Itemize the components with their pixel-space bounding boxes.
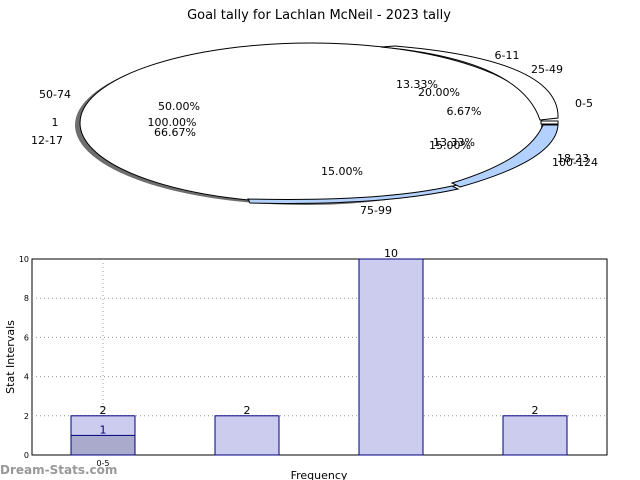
slice-label: 25-49 <box>531 63 563 76</box>
slice-label: 6-11 <box>495 49 520 62</box>
pie-chart <box>75 42 559 205</box>
x-tick-label: 0-5 <box>96 459 109 468</box>
pct-label: 6.67% <box>447 105 482 118</box>
pie-slice-0-5 <box>540 120 559 125</box>
bar <box>502 415 568 456</box>
bar-value-label: 1 <box>100 423 107 436</box>
pie-slice-75-99 <box>247 185 460 204</box>
y-tick-label: 10 <box>19 255 29 264</box>
y-tick-label: 4 <box>24 373 29 382</box>
pct-label: 66.67% <box>154 126 196 139</box>
pct-label: 13.33% <box>433 136 475 149</box>
slice-label: 12-17 <box>31 134 63 147</box>
pct-label: 15.00% <box>429 139 471 152</box>
y-tick-label: 0 <box>24 451 29 460</box>
pct-label: 20.00% <box>418 86 460 99</box>
slice-label: 18-23 <box>557 152 589 165</box>
bar-value-label: 10 <box>384 247 398 260</box>
bars-front: 1 <box>70 423 136 456</box>
grid <box>32 259 607 455</box>
x-axis-label: Frequency <box>291 469 348 480</box>
watermark: Dream-Stats.com <box>0 463 117 477</box>
bar-value-label: 2 <box>532 404 539 417</box>
bar <box>358 258 424 456</box>
slice-label: 100-124 <box>552 156 598 169</box>
slice-label: 50-74 <box>39 88 71 101</box>
bar-chart: 2 2 10 2 1 0 2 4 6 8 10 0-5 Frequency Stat Inter… <box>4 247 608 480</box>
bar <box>214 415 280 456</box>
pie-title: Goal tally for Lachlan McNeil - 2023 tal… <box>187 8 451 23</box>
slice-label: 75-99 <box>360 204 392 217</box>
y-tick-label: 2 <box>24 412 29 421</box>
bar <box>70 434 136 456</box>
y-ticks: 0 2 4 6 8 10 <box>19 255 29 460</box>
pie-slice-6-11 <box>380 45 559 121</box>
y-tick-label: 6 <box>24 333 29 342</box>
y-axis-label: Stat Intervals <box>4 320 17 394</box>
pct-label: 15.00% <box>321 165 363 178</box>
pie-slice-18-23 <box>450 124 559 188</box>
pct-label: 13.33% <box>396 78 438 91</box>
slice-label: 0-5 <box>575 97 593 110</box>
bar-value-label: 2 <box>100 404 107 417</box>
slice-label: 1 <box>52 116 59 129</box>
bar-value-label: 2 <box>244 404 251 417</box>
y-tick-label: 8 <box>24 294 29 303</box>
pct-label: 100.00% <box>148 116 197 129</box>
pct-label: 50.00% <box>158 100 200 113</box>
